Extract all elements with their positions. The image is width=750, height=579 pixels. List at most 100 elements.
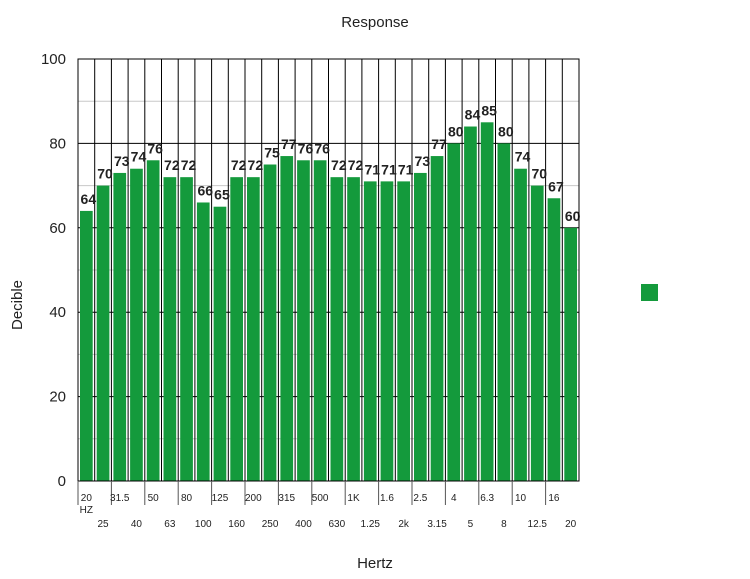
bar	[113, 172, 127, 481]
axes: 02040608010020HZ2531.5405063801001251602…	[41, 51, 580, 530]
bar	[96, 185, 110, 481]
x-tick-label: 315	[278, 493, 295, 504]
data-label: 73	[114, 153, 130, 169]
data-label: 77	[281, 136, 297, 152]
data-label: 71	[381, 161, 397, 177]
data-label: 66	[197, 182, 213, 198]
x-tick-label: 25	[97, 519, 109, 530]
x-tick-label: 100	[195, 519, 212, 530]
data-label: 65	[214, 187, 230, 203]
bar	[130, 168, 143, 481]
x-tick-label: 4	[451, 493, 457, 504]
x-tick-label: 160	[228, 519, 245, 530]
bar	[180, 177, 193, 481]
bar	[430, 156, 444, 481]
data-label: 77	[431, 136, 447, 152]
x-tick-unit: HZ	[80, 505, 93, 516]
bar	[313, 160, 327, 481]
data-label: 76	[314, 140, 330, 156]
data-label: 72	[181, 157, 197, 173]
data-label: 72	[348, 157, 364, 173]
bar	[263, 164, 277, 481]
data-label: 74	[131, 149, 147, 165]
bar	[414, 172, 427, 481]
x-tick-label: 2k	[398, 519, 410, 530]
y-tick-label: 60	[49, 220, 66, 237]
x-tick-label: 125	[212, 493, 229, 504]
x-tick-label: 400	[295, 519, 312, 530]
data-label: 70	[97, 166, 113, 182]
y-tick-label: 40	[49, 304, 66, 321]
bar	[497, 143, 511, 481]
x-tick-label: 3.15	[427, 519, 447, 530]
data-label: 72	[248, 157, 264, 173]
x-tick-label: 1K	[347, 493, 360, 504]
plot-frame	[77, 58, 580, 482]
bar	[330, 177, 344, 481]
data-label: 75	[264, 145, 280, 161]
bar	[397, 181, 410, 481]
data-label: 80	[448, 123, 464, 139]
x-tick-label: 8	[501, 519, 507, 530]
x-tick-label: 5	[468, 519, 474, 530]
x-tick-label: 63	[164, 519, 176, 530]
y-tick-label: 0	[58, 473, 66, 490]
data-label: 73	[415, 153, 431, 169]
bar	[547, 198, 561, 481]
bar	[247, 177, 260, 481]
data-label: 64	[81, 191, 97, 207]
y-axis-title: Decible	[9, 280, 26, 330]
x-tick-label: 40	[131, 519, 143, 530]
bar	[447, 143, 461, 481]
bar	[196, 202, 210, 482]
x-tick-label: 1.25	[361, 519, 381, 530]
bar	[564, 227, 577, 481]
y-tick-label: 80	[49, 135, 66, 152]
data-label: 71	[398, 161, 414, 177]
y-tick-label: 20	[49, 389, 66, 406]
bar	[480, 122, 494, 482]
bar	[280, 156, 294, 481]
data-label: 84	[465, 107, 481, 123]
x-tick-label: 20	[81, 493, 93, 504]
data-label: 67	[548, 178, 564, 194]
bar	[146, 160, 160, 481]
data-label: 60	[565, 208, 581, 224]
bar	[163, 177, 177, 481]
data-label: 85	[481, 102, 497, 118]
bar	[380, 181, 394, 481]
y-tick-label: 100	[41, 51, 66, 68]
bar	[230, 177, 243, 481]
x-tick-label: 2.5	[413, 493, 427, 504]
data-label: 74	[515, 149, 531, 165]
bar	[530, 185, 544, 481]
x-tick-label: 16	[548, 493, 560, 504]
bar	[80, 210, 93, 482]
grid	[78, 58, 579, 481]
chart-title: Response	[341, 14, 409, 31]
x-tick-label: 630	[329, 519, 346, 530]
x-tick-label: 1.6	[380, 493, 394, 504]
bar	[347, 177, 360, 481]
data-label: 80	[498, 123, 514, 139]
data-label: 72	[331, 157, 347, 173]
data-label: 76	[298, 140, 314, 156]
data-label: 72	[164, 157, 180, 173]
bar	[213, 206, 227, 481]
bar	[464, 126, 477, 482]
x-tick-label: 20	[565, 519, 577, 530]
x-tick-label: 500	[312, 493, 329, 504]
x-tick-label: 31.5	[110, 493, 130, 504]
x-tick-label: 80	[181, 493, 193, 504]
x-tick-label: 12.5	[528, 519, 548, 530]
x-tick-label: 10	[515, 493, 527, 504]
x-tick-label: 250	[262, 519, 279, 530]
legend-swatch	[641, 284, 658, 301]
x-tick-label: 200	[245, 493, 262, 504]
x-tick-label: 6.3	[480, 493, 494, 504]
bar	[297, 160, 310, 481]
x-axis-title: Hertz	[357, 555, 393, 572]
bars	[80, 122, 577, 482]
data-label: 72	[231, 157, 247, 173]
